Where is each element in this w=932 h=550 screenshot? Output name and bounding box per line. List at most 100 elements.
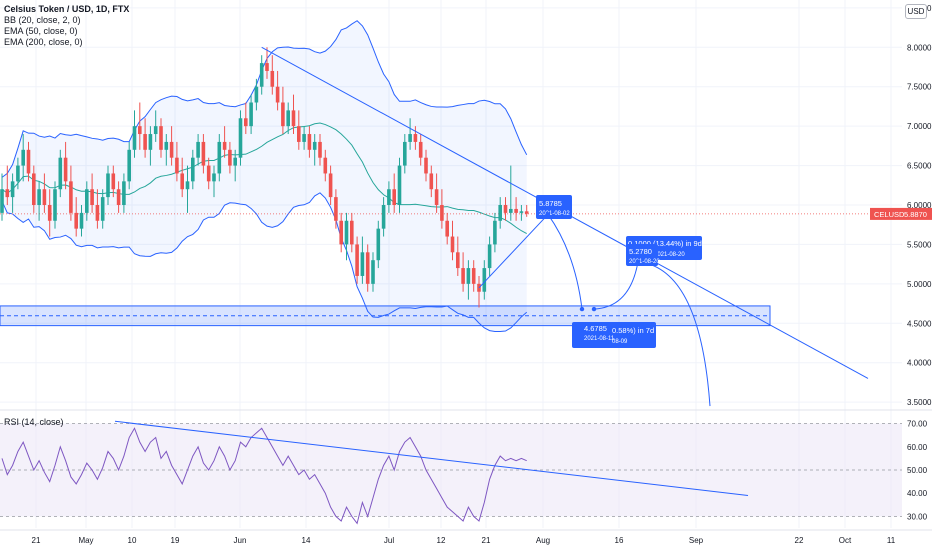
bb-upper — [1, 20, 528, 178]
candle-body — [524, 211, 529, 214]
projection-curve-down — [547, 214, 583, 310]
time-tick-label: 19 — [171, 536, 180, 545]
candle-body — [418, 141, 423, 158]
candle-body — [42, 189, 47, 205]
candle-body — [217, 141, 222, 174]
bb-lower — [1, 192, 528, 332]
candle-body — [387, 189, 391, 205]
candle-body — [254, 86, 259, 103]
candle-body — [206, 165, 211, 182]
candle-body — [5, 189, 10, 198]
candle-body — [434, 189, 439, 205]
candle-body — [244, 118, 248, 127]
candle-body — [498, 205, 502, 221]
candle-body — [403, 141, 407, 166]
symbol-title: Celsius Token / USD, 1D, FTX — [4, 4, 130, 14]
candle-body — [85, 189, 89, 213]
rsi-trendline — [114, 420, 749, 497]
projection-date-2: 08-09 — [612, 339, 628, 345]
annotation-box-1 — [536, 195, 572, 219]
candle-body — [291, 110, 296, 127]
projection-text-2: 0.58%) in 7d — [612, 326, 654, 335]
annotation-box-2 — [582, 322, 610, 344]
candle-body — [127, 149, 131, 182]
rsi-tick-label: 60.00 — [907, 443, 928, 452]
rsi-tick-label: 50.00 — [907, 466, 928, 475]
candle-body — [365, 252, 370, 284]
projection-point — [545, 212, 551, 217]
candle-body — [493, 220, 497, 245]
candle-body — [212, 173, 216, 182]
candle-body — [259, 63, 264, 87]
rsi-legend: RSI (14, close) — [4, 417, 64, 427]
candle-body — [509, 208, 513, 213]
time-tick-label: Sep — [689, 536, 704, 545]
last-price-tag-symbol: CELUSD — [874, 210, 905, 219]
rsi-line — [1, 427, 527, 525]
last-price-tag-bg — [870, 207, 932, 220]
candle-body — [487, 244, 492, 269]
candle-body — [297, 126, 301, 142]
candle-body — [456, 252, 460, 269]
support-zone — [0, 305, 771, 327]
ema50-legend: EMA (50, close, 0) — [4, 26, 78, 36]
time-tick-label: Jun — [234, 536, 247, 545]
candle-body — [16, 165, 20, 182]
projection-curve-up — [593, 261, 639, 310]
price-tick-label: 6.5000 — [907, 162, 932, 171]
axes: 8.50008.00007.50007.00006.50006.00005.50… — [32, 4, 932, 545]
time-tick-label: Oct — [839, 536, 852, 545]
candle-body — [185, 181, 190, 190]
candle-body — [238, 118, 243, 158]
time-tick-label: 22 — [795, 536, 804, 545]
candle-body — [275, 86, 280, 103]
candle-body — [392, 189, 396, 205]
candle-body — [371, 260, 375, 284]
candle-body — [408, 134, 412, 142]
candle-body — [281, 102, 285, 127]
candle-body — [100, 197, 105, 221]
time-tick-label: 12 — [437, 536, 446, 545]
candle-body — [461, 268, 465, 284]
candle-body — [164, 141, 169, 150]
candle-body — [328, 173, 333, 198]
candle-body — [222, 141, 227, 150]
bb-fill — [2, 20, 527, 332]
price-tick-label: 8.0000 — [907, 43, 932, 52]
candle-body — [233, 157, 237, 166]
price-tick-label: 5.5000 — [907, 240, 932, 249]
candle-body — [58, 157, 63, 190]
projection-text-1: 0.1000 (13.44%) in 9d — [628, 239, 702, 248]
currency-button[interactable]: USD — [905, 4, 927, 19]
annotation-value-2: 4.6785 — [584, 324, 607, 333]
candles — [0, 47, 529, 308]
rsi-pane — [0, 420, 902, 525]
annotation-value-1: 5.8785 — [539, 199, 562, 208]
time-tick-label: 10 — [128, 536, 137, 545]
candle-body — [95, 205, 100, 221]
candle-body — [196, 141, 200, 158]
candle-body — [344, 220, 349, 245]
bb-legend: BB (20, close, 2, 0) — [4, 15, 81, 25]
bollinger-bands — [0, 20, 870, 332]
time-tick-label: 21 — [32, 536, 41, 545]
candle-body — [519, 211, 524, 213]
candle-body — [360, 252, 365, 276]
candle-body — [355, 244, 359, 276]
time-tick-label: Jul — [384, 536, 394, 545]
candle-body — [143, 134, 147, 150]
last-price-tag-value: 5.8870 — [904, 210, 927, 219]
candle-body — [26, 149, 31, 174]
candle-body — [180, 173, 184, 190]
price-tick-label: 4.0000 — [907, 359, 932, 368]
candle-body — [79, 212, 84, 229]
candle-body — [201, 141, 206, 166]
candle-body — [318, 141, 322, 158]
candle-body — [0, 189, 4, 213]
ema200-legend: EMA (200, close, 0) — [4, 37, 83, 47]
candle-body — [148, 134, 153, 150]
candle-body — [503, 205, 508, 213]
rsi-tick-label: 30.00 — [907, 512, 928, 521]
candle-body — [286, 110, 290, 127]
